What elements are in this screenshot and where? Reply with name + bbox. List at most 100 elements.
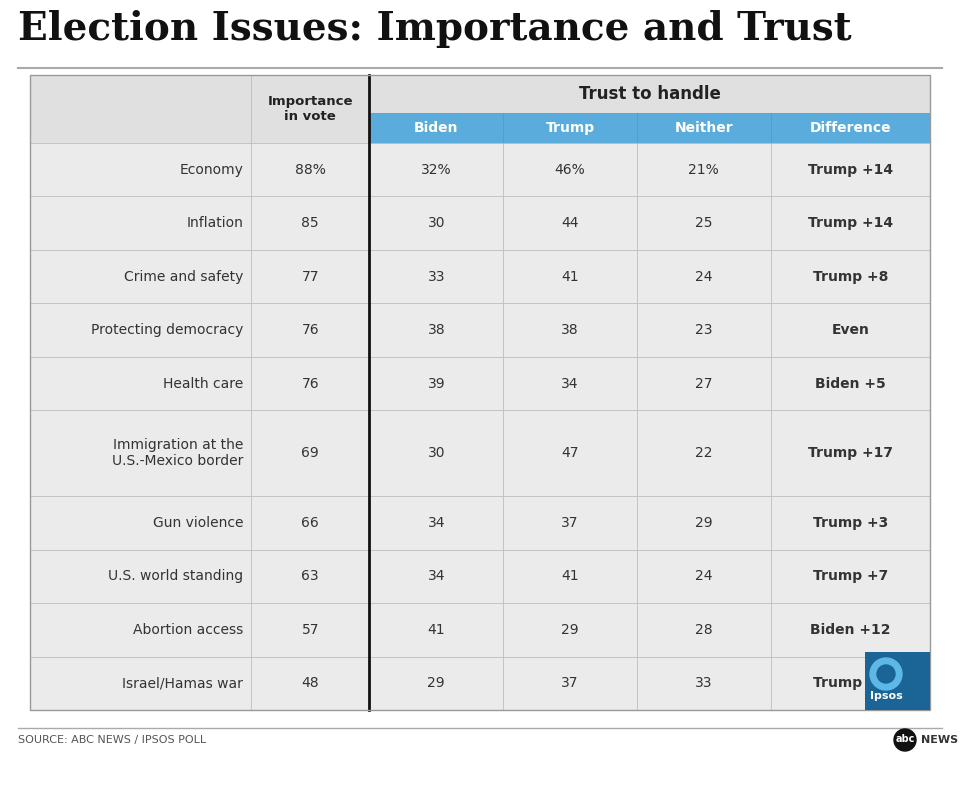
Text: Trump +8: Trump +8: [812, 270, 888, 283]
Text: 21%: 21%: [688, 162, 719, 177]
Text: 44: 44: [562, 216, 579, 230]
Bar: [30, 550, 252, 603]
Bar: [636, 603, 771, 656]
Bar: [771, 143, 930, 196]
Bar: [636, 357, 771, 411]
Text: Abortion access: Abortion access: [132, 623, 243, 637]
Text: 37: 37: [562, 676, 579, 690]
Bar: [771, 550, 930, 603]
Text: 30: 30: [427, 446, 445, 460]
Bar: [30, 496, 252, 550]
Text: 77: 77: [301, 270, 319, 283]
Text: 76: 76: [301, 323, 319, 338]
Bar: [370, 496, 503, 550]
Bar: [30, 603, 252, 656]
Bar: [503, 143, 636, 196]
Text: Biden: Biden: [414, 121, 459, 135]
Circle shape: [877, 665, 895, 683]
Bar: [503, 196, 636, 250]
Text: NEWS: NEWS: [921, 735, 958, 745]
Text: Trump +8: Trump +8: [812, 676, 888, 690]
Bar: [370, 250, 503, 304]
Bar: [503, 250, 636, 304]
Text: Neither: Neither: [675, 121, 733, 135]
Text: 33: 33: [695, 676, 712, 690]
Bar: [370, 143, 503, 196]
Text: 29: 29: [427, 676, 445, 690]
Bar: [30, 143, 252, 196]
Bar: [503, 411, 636, 496]
Text: Difference: Difference: [809, 121, 891, 135]
Bar: [252, 75, 370, 113]
Text: Trump +14: Trump +14: [807, 216, 893, 230]
Text: 63: 63: [301, 569, 319, 583]
Bar: [636, 411, 771, 496]
Text: Health care: Health care: [163, 377, 243, 391]
Bar: [370, 411, 503, 496]
Text: 41: 41: [562, 569, 579, 583]
Bar: [252, 550, 370, 603]
Text: 25: 25: [695, 216, 712, 230]
Text: 76: 76: [301, 377, 319, 391]
Bar: [30, 250, 252, 304]
Bar: [636, 496, 771, 550]
Text: Ipsos: Ipsos: [870, 691, 902, 701]
Text: 85: 85: [301, 216, 319, 230]
Bar: [636, 113, 771, 143]
Bar: [252, 496, 370, 550]
Bar: [636, 196, 771, 250]
Bar: [503, 550, 636, 603]
Bar: [771, 656, 930, 710]
Bar: [771, 411, 930, 496]
Bar: [252, 196, 370, 250]
Circle shape: [894, 729, 916, 751]
Text: 29: 29: [695, 516, 712, 530]
Text: 23: 23: [695, 323, 712, 338]
Bar: [771, 603, 930, 656]
Text: Biden +12: Biden +12: [810, 623, 891, 637]
Bar: [771, 496, 930, 550]
Text: 22: 22: [695, 446, 712, 460]
Bar: [503, 656, 636, 710]
Text: 37: 37: [562, 516, 579, 530]
Bar: [252, 304, 370, 357]
Text: 24: 24: [695, 569, 712, 583]
Text: 48: 48: [301, 676, 319, 690]
Bar: [30, 357, 252, 411]
Text: U.S. world standing: U.S. world standing: [108, 569, 243, 583]
Text: 27: 27: [695, 377, 712, 391]
Bar: [503, 357, 636, 411]
Bar: [503, 496, 636, 550]
Text: 24: 24: [695, 270, 712, 283]
Text: Importance
in vote: Importance in vote: [268, 95, 353, 123]
Bar: [252, 411, 370, 496]
Text: Crime and safety: Crime and safety: [124, 270, 243, 283]
Bar: [252, 75, 370, 143]
Bar: [771, 113, 930, 143]
Text: Trump +14: Trump +14: [807, 162, 893, 177]
Bar: [252, 357, 370, 411]
Bar: [370, 196, 503, 250]
Bar: [771, 196, 930, 250]
Bar: [771, 304, 930, 357]
Circle shape: [870, 658, 902, 690]
Bar: [503, 603, 636, 656]
Bar: [636, 656, 771, 710]
Text: 47: 47: [562, 446, 579, 460]
Text: 34: 34: [562, 377, 579, 391]
Text: 69: 69: [301, 446, 319, 460]
Text: Protecting democracy: Protecting democracy: [91, 323, 243, 338]
Bar: [370, 603, 503, 656]
Text: Trump +3: Trump +3: [813, 516, 888, 530]
Text: Trust to handle: Trust to handle: [579, 85, 721, 103]
Text: 57: 57: [301, 623, 319, 637]
Text: 41: 41: [562, 270, 579, 283]
Bar: [30, 75, 930, 710]
Text: 34: 34: [427, 569, 445, 583]
Text: 41: 41: [427, 623, 445, 637]
Text: 38: 38: [562, 323, 579, 338]
Bar: [370, 656, 503, 710]
Bar: [865, 652, 930, 710]
Text: Even: Even: [831, 323, 869, 338]
Bar: [252, 250, 370, 304]
